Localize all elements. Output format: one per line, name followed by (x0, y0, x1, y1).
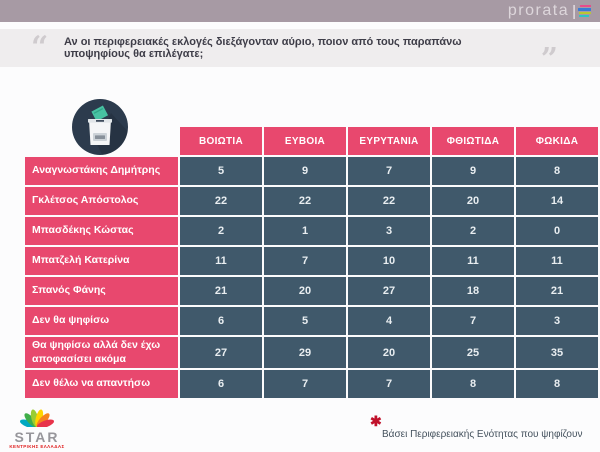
asterisk-icon: ✱ (370, 413, 382, 429)
value-cell: 7 (348, 157, 430, 185)
value-cell: 2 (432, 217, 514, 245)
row-label: Σπανός Φάνης (25, 277, 178, 305)
prorata-stripe (578, 8, 591, 11)
value-cell: 18 (432, 277, 514, 305)
row-label: Δεν θα ψηφίσω (25, 307, 178, 335)
results-table: ΒΟΙΩΤΙΑ ΕΥΒΟΙΑ ΕΥΡΥΤΑΝΙΑ ΦΘΙΩΤΙΔΑ ΦΩΚΙΔΑ Ανα… (25, 99, 598, 400)
star-burst-icon (20, 409, 54, 429)
value-cell: 8 (516, 157, 598, 185)
table-row: Δεν θέλω να απαντήσω 6 7 7 8 8 (25, 370, 598, 399)
value-cell: 20 (264, 277, 346, 305)
value-cell: 4 (348, 307, 430, 335)
footnote-text: Βάσει Περιφερειακής Ενότητας που ψηφίζου… (382, 429, 583, 440)
prorata-stripe (579, 11, 591, 14)
value-cell: 7 (432, 307, 514, 335)
star-logo-subtext: ΚΕΝΤΡΙΚΗΣ ΕΛΛΑΔΑΣ (9, 443, 65, 449)
value-cell: 5 (264, 307, 346, 335)
column-header-2: ΕΥΡΥΤΑΝΙΑ (348, 127, 430, 155)
footnote: ✱ Βάσει Περιφερειακής Ενότητας που ψηφίζ… (368, 414, 582, 440)
table-row: Σπανός Φάνης 21 20 27 18 21 (25, 277, 598, 305)
column-header-3: ΦΘΙΩΤΙΔΑ (432, 127, 514, 155)
open-quote-icon: “ (31, 30, 49, 65)
column-header-1: ΕΥΒΟΙΑ (264, 127, 346, 155)
ballot-box-icon (71, 98, 129, 156)
value-cell: 11 (516, 247, 598, 275)
value-cell: 14 (516, 187, 598, 215)
value-cell: 11 (432, 247, 514, 275)
value-cell: 0 (516, 217, 598, 245)
value-cell: 27 (348, 277, 430, 305)
value-cell: 1 (264, 217, 346, 245)
survey-question: Αν οι περιφερειακές εκλογές διεξάγονταν … (64, 36, 462, 60)
value-cell: 8 (516, 370, 598, 399)
value-cell: 22 (180, 187, 262, 215)
value-cell: 7 (264, 247, 346, 275)
value-cell: 11 (180, 247, 262, 275)
table-row: Μπασδέκης Κώστας 2 1 3 2 0 (25, 217, 598, 245)
value-cell: 7 (264, 370, 346, 399)
row-label: Γκλέτσος Απόστολος (25, 187, 178, 215)
row-label: Μπατζελή Κατερίνα (25, 247, 178, 275)
table-header-row: ΒΟΙΩΤΙΑ ΕΥΒΟΙΑ ΕΥΡΥΤΑΝΙΑ ΦΘΙΩΤΙΔΑ ΦΩΚΙΔΑ (25, 127, 598, 155)
table-row: Θα ψηφίσω αλλά δεν έχω αποφασίσει ακόμα 2… (25, 337, 598, 369)
value-cell: 9 (432, 157, 514, 185)
value-cell: 35 (516, 337, 598, 369)
prorata-stripe (579, 14, 589, 18)
row-label: Δεν θέλω να απαντήσω (25, 370, 178, 399)
table-row: Γκλέτσος Απόστολος 22 22 22 20 14 (25, 187, 598, 215)
value-cell: 22 (348, 187, 430, 215)
value-cell: 7 (348, 370, 430, 399)
prorata-logo-divider: | (572, 2, 576, 20)
value-cell: 29 (264, 337, 346, 369)
value-cell: 3 (516, 307, 598, 335)
table-row: Αναγνωστάκης Δημήτρης 5 9 7 9 8 (25, 157, 598, 185)
row-label: Αναγνωστάκης Δημήτρης (25, 157, 178, 185)
column-header-4: ΦΩΚΙΔΑ (516, 127, 598, 155)
value-cell: 6 (180, 370, 262, 399)
star-channel-logo: STAR ΚΕΝΤΡΙΚΗΣ ΕΛΛΑΔΑΣ (8, 407, 66, 449)
value-cell: 5 (180, 157, 262, 185)
value-cell: 21 (180, 277, 262, 305)
top-brand-bar: prorata | (0, 0, 600, 22)
table-row: Μπατζελή Κατερίνα 11 7 10 11 11 (25, 247, 598, 275)
prorata-logo-icon (578, 4, 591, 18)
value-cell: 6 (180, 307, 262, 335)
value-cell: 27 (180, 337, 262, 369)
close-quote-icon: ” (540, 42, 558, 77)
table-row: Δεν θα ψηφίσω 6 5 4 7 3 (25, 307, 598, 335)
value-cell: 10 (348, 247, 430, 275)
row-label: Μπασδέκης Κώστας (25, 217, 178, 245)
column-header-0: ΒΟΙΩΤΙΑ (180, 127, 262, 155)
star-logo-text: STAR (14, 429, 60, 445)
value-cell: 9 (264, 157, 346, 185)
question-band: “ Αν οι περιφερειακές εκλογές διεξάγοντα… (0, 29, 600, 75)
value-cell: 8 (432, 370, 514, 399)
value-cell: 21 (516, 277, 598, 305)
row-label: Θα ψηφίσω αλλά δεν έχω αποφασίσει ακόμα (25, 337, 178, 369)
value-cell: 22 (264, 187, 346, 215)
value-cell: 2 (180, 217, 262, 245)
prorata-stripe (580, 4, 591, 8)
prorata-logo-text: prorata (507, 2, 570, 19)
value-cell: 20 (432, 187, 514, 215)
value-cell: 25 (432, 337, 514, 369)
value-cell: 3 (348, 217, 430, 245)
value-cell: 20 (348, 337, 430, 369)
